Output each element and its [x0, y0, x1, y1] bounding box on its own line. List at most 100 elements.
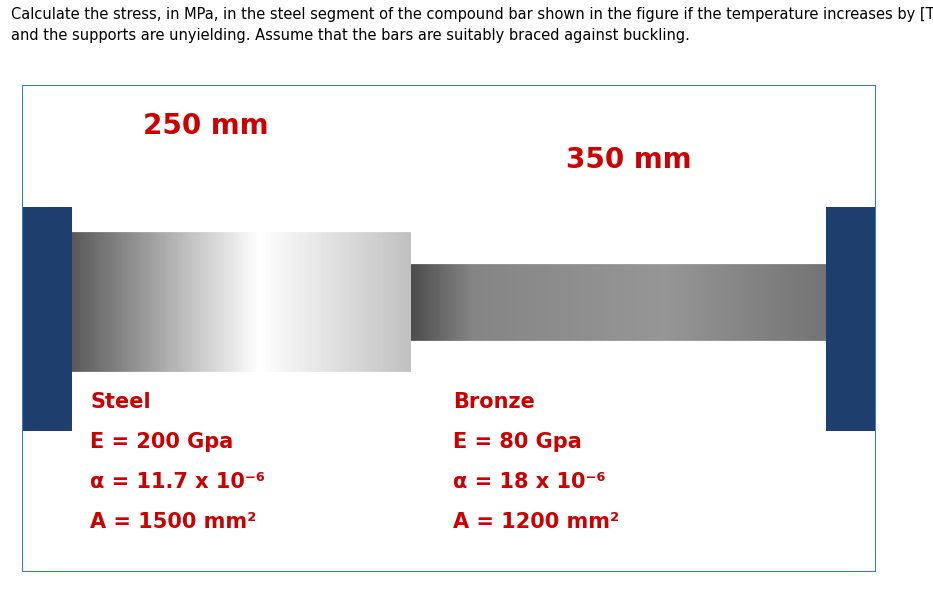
Bar [373, 231, 375, 373]
Bar [504, 263, 507, 341]
Bar [720, 263, 722, 341]
Bar [195, 231, 197, 373]
Bar [693, 263, 695, 341]
Bar [270, 231, 272, 373]
Bar [101, 231, 102, 373]
Bar [754, 263, 756, 341]
Bar [166, 231, 168, 373]
Bar [689, 263, 691, 341]
Bar [556, 263, 558, 341]
Bar [180, 231, 182, 373]
Bar [244, 231, 246, 373]
Bar [265, 231, 267, 373]
Bar [329, 231, 331, 373]
Bar [595, 263, 598, 341]
Bar [415, 263, 417, 341]
Bar [771, 263, 773, 341]
Bar [502, 263, 504, 341]
Bar [534, 263, 536, 341]
Bar [800, 263, 801, 341]
Bar [193, 231, 195, 373]
Bar [240, 231, 241, 373]
Bar [248, 231, 249, 373]
Bar [119, 231, 120, 373]
Bar [465, 263, 466, 341]
Bar [87, 231, 89, 373]
Bar [548, 263, 550, 341]
Bar [228, 231, 230, 373]
Bar [683, 263, 685, 341]
Bar [604, 263, 606, 341]
Bar [585, 263, 588, 341]
Bar [249, 231, 251, 373]
Bar [342, 231, 344, 373]
Bar [226, 231, 228, 373]
Bar [358, 231, 360, 373]
Bar [188, 231, 190, 373]
Bar [365, 231, 367, 373]
Bar [417, 263, 419, 341]
Bar [369, 231, 371, 373]
Bar [163, 231, 165, 373]
Bar [774, 263, 776, 341]
Bar [165, 231, 166, 373]
Bar [344, 231, 346, 373]
Bar [429, 263, 431, 341]
Bar [646, 263, 648, 341]
Bar [338, 231, 340, 373]
Bar [334, 231, 336, 373]
Bar [622, 263, 625, 341]
Bar [75, 231, 77, 373]
Bar [294, 231, 296, 373]
Bar [729, 263, 731, 341]
Bar [759, 263, 762, 341]
Bar [610, 263, 612, 341]
Bar [581, 263, 583, 341]
Bar [593, 263, 595, 341]
Bar [745, 263, 747, 341]
Bar [798, 263, 800, 341]
Bar [412, 263, 415, 341]
Bar [78, 231, 80, 373]
Bar [288, 231, 290, 373]
Bar [536, 263, 537, 341]
Bar [296, 231, 297, 373]
Bar [687, 263, 689, 341]
Bar [230, 231, 232, 373]
Bar [561, 263, 563, 341]
Bar [175, 231, 176, 373]
Bar [126, 231, 128, 373]
Bar [83, 231, 85, 373]
Bar [282, 231, 284, 373]
Bar [818, 263, 820, 341]
Bar [297, 231, 299, 373]
Bar [756, 263, 758, 341]
Bar [315, 231, 317, 373]
Bar [552, 263, 554, 341]
Bar [481, 263, 483, 341]
Bar [735, 263, 737, 341]
Bar [319, 231, 321, 373]
Bar [510, 263, 512, 341]
Bar [791, 263, 793, 341]
Bar [458, 263, 461, 341]
Bar [221, 231, 222, 373]
Bar [267, 231, 268, 373]
Bar [197, 231, 199, 373]
Bar [606, 263, 608, 341]
Bar [793, 263, 795, 341]
Bar [277, 231, 278, 373]
Bar [573, 263, 575, 341]
Bar [768, 263, 771, 341]
Bar [217, 231, 219, 373]
Bar [703, 263, 706, 341]
Bar [492, 263, 494, 341]
Bar [151, 231, 153, 373]
Bar [257, 231, 258, 373]
Bar [427, 263, 429, 341]
Bar [566, 263, 568, 341]
Text: E = 80 Gpa: E = 80 Gpa [453, 432, 582, 452]
Bar [801, 263, 803, 341]
Bar [307, 231, 309, 373]
Bar [483, 263, 485, 341]
